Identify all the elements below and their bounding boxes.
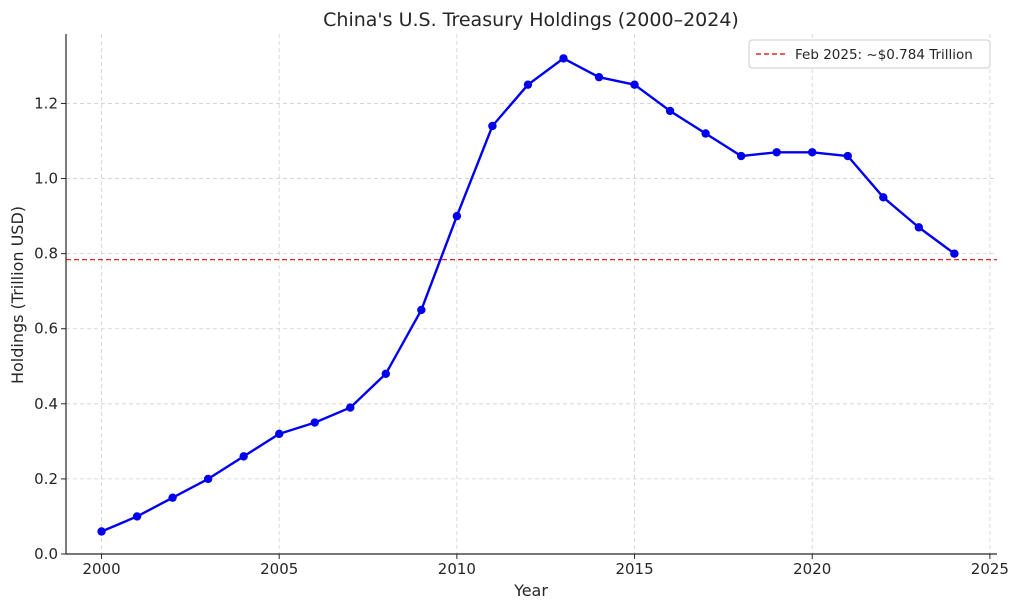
y-tick-label: 1.2: [34, 94, 58, 112]
data-point: [168, 493, 177, 502]
y-tick-label: 0.4: [34, 395, 58, 413]
legend-label: Feb 2025: ~$0.784 Trillion: [795, 47, 973, 63]
data-point: [275, 429, 284, 439]
data-point: [808, 148, 817, 157]
series-line: [101, 57, 956, 533]
x-axis-label: Year: [513, 581, 548, 600]
data-point: [488, 121, 497, 131]
data-point: [736, 151, 746, 161]
y-tick-label: 0.8: [34, 245, 58, 263]
y-tick-label: 1.0: [34, 170, 58, 188]
chart-title: China's U.S. Treasury Holdings (2000–202…: [323, 9, 739, 31]
data-point: [665, 106, 675, 116]
data-point: [523, 80, 533, 89]
data-point: [452, 211, 462, 221]
y-tick-label: 0.6: [34, 320, 58, 338]
axes-layer: 2000 2005 2010 2015 2020 2025 0.0 0.2 0.4 0.6 0.8 1…: [34, 34, 1009, 578]
data-point: [346, 403, 355, 412]
data-point: [630, 80, 639, 89]
data-point: [381, 369, 391, 378]
data-point: [203, 474, 213, 484]
legend-box: [748, 39, 991, 69]
data-point: [594, 72, 604, 82]
data-point: [879, 193, 888, 202]
x-tick-label: 2005: [260, 560, 298, 578]
y-axis-label: Holdings (Trillion USD): [8, 206, 27, 384]
legend: Feb 2025: ~$0.784 Trillion: [748, 39, 991, 69]
x-tick-label: 2000: [82, 560, 120, 578]
data-point: [239, 452, 248, 461]
data-point: [559, 54, 568, 63]
data-point: [950, 249, 959, 258]
y-tick-label: 0.2: [34, 470, 58, 488]
data-point: [843, 151, 852, 161]
x-tick-label: 2010: [438, 560, 476, 578]
series-layer: [97, 54, 959, 536]
x-tick-label: 2015: [615, 560, 653, 578]
data-point: [701, 129, 710, 138]
data-point: [310, 418, 319, 427]
data-point: [132, 512, 142, 521]
data-point: [97, 527, 106, 536]
data-point: [417, 305, 426, 315]
data-point: [772, 148, 781, 157]
data-point: [914, 223, 924, 232]
x-tick-label: 2020: [793, 560, 831, 578]
x-tick-label: 2025: [971, 560, 1009, 578]
y-tick-label: 0.0: [34, 545, 58, 563]
